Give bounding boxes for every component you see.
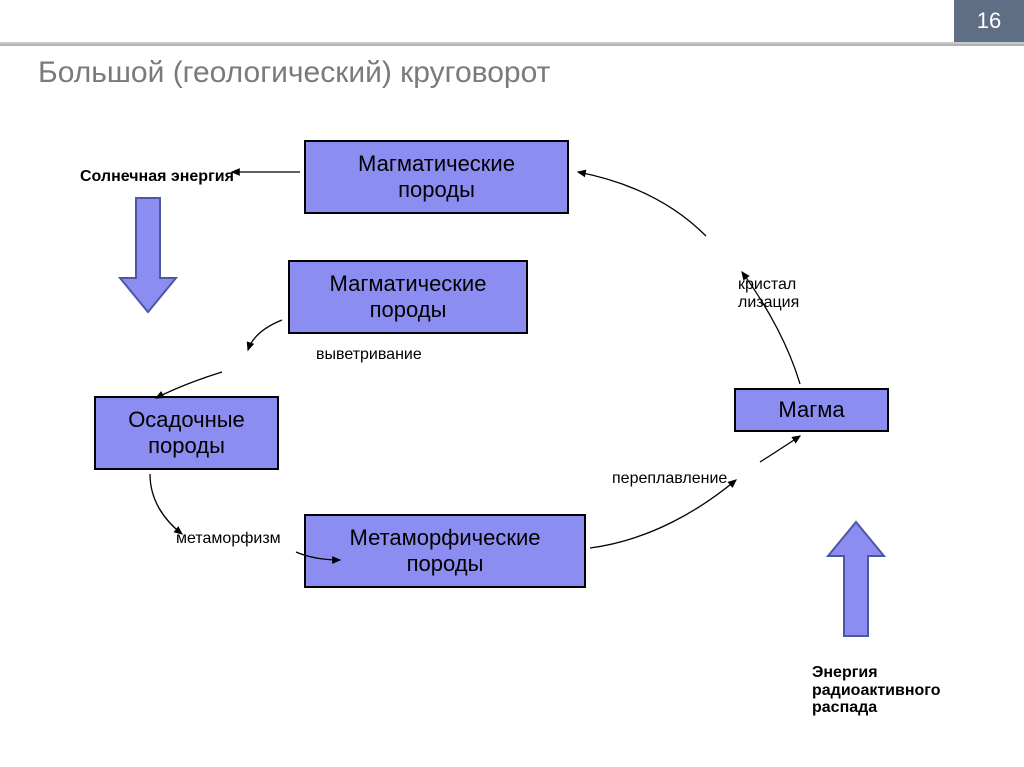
arrow-n2-to-weather <box>248 320 282 350</box>
node-label: Магматическиепороды <box>358 151 515 204</box>
top-rule <box>0 42 1024 46</box>
arrow-n4-to-remelt <box>590 480 736 548</box>
node-label: Метаморфическиепороды <box>350 525 541 578</box>
page-number-box: 16 <box>954 0 1024 42</box>
node-magma: Магма <box>734 388 889 432</box>
slide-title: Большой (геологический) круговорот <box>38 56 550 90</box>
slide: 16 Большой (геологический) круговорот Ма… <box>0 0 1024 767</box>
label-remelting: переплавление <box>612 470 727 488</box>
node-label: Магматическиепороды <box>330 271 487 324</box>
solar-arrow-icon <box>120 198 176 312</box>
node-sedimentary: Осадочныепороды <box>94 396 279 470</box>
node-label: Магма <box>778 397 844 423</box>
page-number: 16 <box>977 8 1001 34</box>
arrow-n3-to-meta <box>150 474 182 534</box>
label-weathering: выветривание <box>316 346 422 364</box>
arrow-weather-to-n3 <box>156 372 222 398</box>
arrow-crystal-to-n1 <box>578 172 706 236</box>
node-label: Осадочныепороды <box>128 407 245 460</box>
arrows-overlay <box>0 0 1024 767</box>
decay-arrow-icon <box>828 522 884 636</box>
node-magmatic-mid: Магматическиепороды <box>288 260 528 334</box>
label-decay-energy: Энергиярадиоактивногораспада <box>812 664 941 717</box>
label-metamorphism: метаморфизм <box>176 530 281 548</box>
label-crystallization: кристаллизация <box>738 276 799 311</box>
arrow-remelt-to-n5 <box>760 436 800 462</box>
node-metamorphic: Метаморфическиепороды <box>304 514 586 588</box>
label-solar-energy: Солнечная энергия <box>80 168 234 186</box>
node-magmatic-top: Магматическиепороды <box>304 140 569 214</box>
